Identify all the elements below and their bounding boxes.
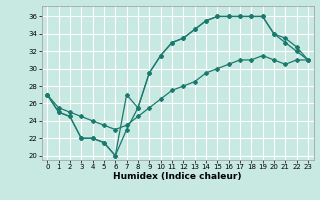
X-axis label: Humidex (Indice chaleur): Humidex (Indice chaleur) (113, 172, 242, 181)
